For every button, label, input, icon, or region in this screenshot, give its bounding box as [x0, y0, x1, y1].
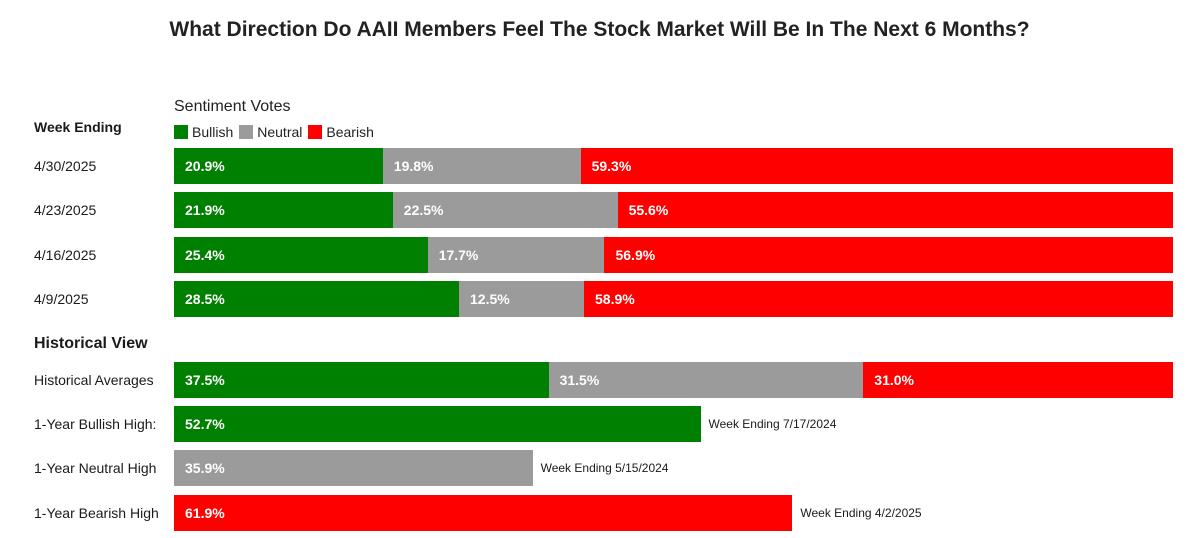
- data-label-bearish: 56.9%: [615, 247, 656, 263]
- bar-segment-neutral: 19.8%: [382, 148, 581, 184]
- bar-segment-neutral: 12.5%: [459, 281, 584, 317]
- legend-label-bearish: Bearish: [326, 124, 374, 140]
- bar-segment-neutral: 17.7%: [427, 237, 605, 273]
- week-row-bar-1: 21.9% 22.5% 55.6%: [174, 192, 1173, 228]
- data-label-bullish: 20.9%: [185, 158, 225, 174]
- legend-swatch-bearish: [308, 125, 323, 139]
- data-label-bearish: 31.0%: [874, 372, 914, 388]
- historical-view-header: Historical View: [34, 335, 148, 352]
- high-bar-bearish: 61.9%: [174, 495, 793, 531]
- bar-segment-bullish: 21.9%: [174, 192, 393, 228]
- data-label-bullish: 21.9%: [185, 202, 225, 218]
- chart-title: What Direction Do AAII Members Feel The …: [169, 18, 1030, 41]
- legend-label-neutral: Neutral: [257, 124, 303, 140]
- legend-title: Sentiment Votes: [174, 98, 291, 115]
- legend: Bullish Neutral Bearish: [174, 124, 380, 140]
- bar-segment-bearish: 59.3%: [580, 148, 1173, 184]
- data-label-bullish: 28.5%: [185, 291, 225, 307]
- legend-item-bearish: Bearish: [308, 124, 374, 140]
- legend-item-bullish: Bullish: [174, 124, 233, 140]
- legend-label-bullish: Bullish: [192, 124, 234, 140]
- high-bar-neutral: 35.9%: [174, 450, 533, 486]
- data-label-neutral: 19.8%: [393, 158, 434, 174]
- bar-segment-bullish: 37.5%: [174, 362, 549, 398]
- high-bar-bullish: 52.7%: [174, 406, 701, 442]
- data-label-neutral: 12.5%: [470, 291, 510, 307]
- high-week-note-neutral: Week Ending 5/15/2024: [540, 461, 669, 475]
- data-label-bullish: 25.4%: [185, 247, 225, 263]
- week-row-label-2: 4/16/2025: [34, 247, 97, 263]
- high-week-note-bullish: Week Ending 7/17/2024: [708, 417, 837, 431]
- bar-segment-bearish: 56.9%: [604, 237, 1173, 273]
- week-row-label-1: 4/23/2025: [34, 202, 97, 218]
- historical-averages-bar-0: 37.5% 31.5% 31.0%: [174, 362, 1173, 398]
- data-label-high-bearish: 61.9%: [185, 505, 225, 521]
- data-label-neutral: 22.5%: [403, 202, 444, 218]
- bar-segment-bearish: 55.6%: [617, 192, 1173, 228]
- data-label-bearish: 59.3%: [591, 158, 632, 174]
- week-row-bar-2: 25.4% 17.7% 56.9%: [174, 237, 1173, 273]
- week-row-bar-3: 28.5% 12.5% 58.9%: [174, 281, 1173, 317]
- week-row-bar-0: 20.9% 19.8% 59.3%: [174, 148, 1173, 184]
- bar-segment-bullish: 28.5%: [174, 281, 459, 317]
- high-row-label-1: 1-Year Neutral High: [34, 460, 157, 476]
- bar-segment-neutral: 22.5%: [392, 192, 618, 228]
- historical-averages-label-0: Historical Averages: [34, 372, 154, 388]
- legend-swatch-bullish: [174, 125, 188, 139]
- legend-item-neutral: Neutral: [239, 124, 302, 140]
- data-label-high-bullish: 52.7%: [185, 416, 225, 432]
- week-ending-header: Week Ending: [34, 119, 122, 135]
- high-row-label-2: 1-Year Bearish High: [34, 505, 159, 521]
- data-label-bullish: 37.5%: [185, 372, 225, 388]
- bar-segment-bearish: 58.9%: [584, 281, 1173, 317]
- high-row-label-0: 1-Year Bullish High:: [34, 416, 157, 432]
- data-label-bearish: 58.9%: [595, 291, 635, 307]
- week-row-label-0: 4/30/2025: [34, 158, 97, 174]
- legend-swatch-neutral: [239, 125, 254, 139]
- bar-segment-bearish: 31.0%: [863, 362, 1173, 398]
- data-label-neutral: 17.7%: [438, 247, 479, 263]
- data-label-neutral: 31.5%: [559, 372, 600, 388]
- week-row-label-3: 4/9/2025: [34, 291, 89, 307]
- high-week-note-bearish: Week Ending 4/2/2025: [800, 506, 922, 520]
- bar-segment-bullish: 20.9%: [174, 148, 383, 184]
- bar-segment-bullish: 25.4%: [174, 237, 428, 273]
- data-label-bearish: 55.6%: [628, 202, 669, 218]
- data-label-high-neutral: 35.9%: [185, 460, 225, 476]
- bar-segment-neutral: 31.5%: [548, 362, 864, 398]
